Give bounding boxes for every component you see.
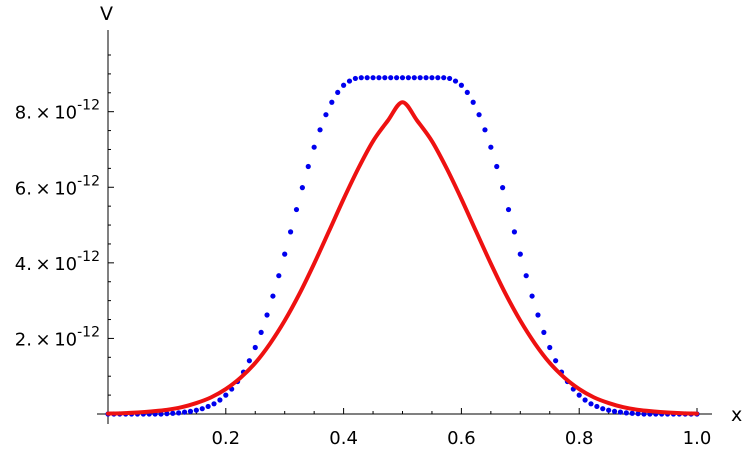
data-point — [576, 392, 582, 398]
data-point — [205, 403, 211, 410]
data-point — [411, 75, 417, 81]
data-point — [606, 407, 612, 413]
data-point — [476, 112, 482, 118]
data-point — [417, 75, 423, 81]
data-point — [547, 344, 553, 351]
y-tick-label: 8. × 10-12 — [15, 98, 100, 124]
data-point — [588, 401, 594, 407]
data-point — [635, 411, 641, 417]
data-point — [423, 75, 429, 81]
data-point — [488, 144, 494, 150]
data-point — [299, 185, 305, 191]
data-point — [282, 251, 288, 257]
series-line — [106, 100, 699, 416]
data-point — [335, 89, 341, 96]
data-point — [264, 312, 270, 318]
y-ticks: 2. × 10-12 4. × 10-12 6. × 10-12 8. × 10-12 — [15, 98, 114, 350]
data-point — [305, 163, 311, 170]
data-point — [246, 358, 252, 364]
data-point — [594, 403, 600, 410]
data-point — [187, 408, 194, 414]
data-point — [435, 75, 441, 81]
data-point — [500, 185, 506, 191]
data-point — [405, 75, 411, 81]
data-point — [293, 206, 300, 213]
data-point — [388, 75, 394, 81]
data-point — [317, 127, 323, 133]
data-point — [511, 229, 518, 235]
data-point — [329, 99, 335, 105]
y-tick-label: 4. × 10-12 — [15, 249, 100, 275]
data-point — [600, 406, 606, 412]
y-tick-label: 6. × 10-12 — [15, 173, 100, 199]
data-point — [181, 409, 188, 415]
data-point — [470, 99, 476, 105]
data-point — [441, 75, 447, 81]
data-point — [452, 78, 459, 84]
x-tick-label: 0.8 — [565, 428, 594, 449]
data-point — [399, 75, 406, 81]
data-point — [352, 75, 358, 82]
data-point — [270, 293, 276, 299]
data-point — [611, 408, 618, 414]
data-point — [629, 410, 635, 416]
data-point — [176, 410, 182, 416]
data-point — [464, 89, 470, 96]
data-point — [276, 273, 282, 279]
data-point — [223, 392, 229, 398]
data-point — [458, 82, 464, 88]
data-point — [358, 75, 364, 81]
data-point — [323, 112, 329, 118]
x-tick-label: 0.2 — [211, 428, 240, 449]
y-tick-label: 2. × 10-12 — [15, 324, 100, 350]
data-point — [429, 75, 435, 81]
data-point — [517, 251, 523, 257]
data-point — [553, 358, 559, 364]
data-point — [382, 75, 388, 81]
series-points — [105, 75, 700, 417]
axes: 0.2 0.4 0.6 0.8 1.0 2. × 10-12 4. × 10-12 6. ×… — [15, 3, 742, 449]
data-point — [482, 127, 488, 133]
x-ticks: 0.2 0.4 0.6 0.8 1.0 — [211, 408, 711, 449]
x-tick-label: 0.4 — [329, 428, 358, 449]
data-point — [370, 75, 376, 81]
data-point — [376, 75, 382, 81]
y-minor-ticks — [108, 54, 111, 396]
data-point — [252, 344, 258, 351]
y-axis-label: V — [100, 3, 113, 25]
data-point — [641, 411, 647, 417]
data-point — [170, 410, 176, 416]
data-point — [346, 78, 353, 84]
data-point — [193, 407, 199, 413]
data-point — [529, 293, 535, 299]
x-axis-label: x — [731, 404, 742, 426]
data-point — [623, 410, 629, 416]
data-point — [217, 397, 223, 403]
data-point — [258, 329, 264, 335]
x-tick-label: 1.0 — [683, 428, 712, 449]
data-point — [535, 312, 541, 318]
data-point — [211, 401, 217, 407]
data-point — [541, 329, 547, 335]
data-point — [394, 75, 400, 81]
data-point — [523, 273, 529, 279]
data-point — [582, 397, 588, 403]
data-point — [617, 409, 624, 415]
data-point — [341, 82, 347, 88]
data-point — [364, 75, 370, 81]
data-point — [164, 411, 170, 417]
data-point — [199, 406, 205, 412]
data-point — [494, 163, 500, 170]
data-point — [311, 144, 317, 150]
data-point — [447, 75, 453, 82]
data-point — [287, 229, 294, 235]
data-point — [505, 206, 512, 213]
data-point — [158, 411, 164, 417]
x-tick-label: 0.6 — [447, 428, 476, 449]
